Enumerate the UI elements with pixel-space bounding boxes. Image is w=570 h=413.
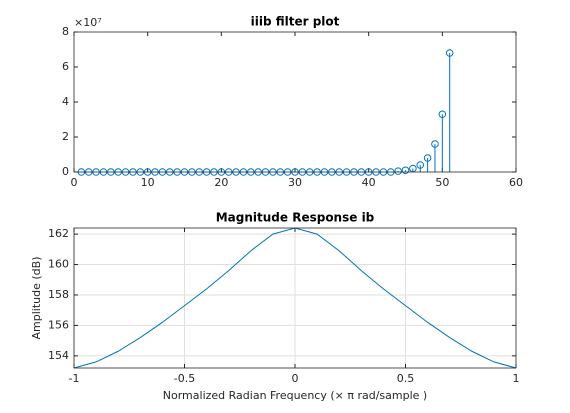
x-tick-label: 10 — [141, 176, 155, 189]
x-tick-label: 1 — [513, 372, 520, 385]
y-axis-label: Amplitude (dB) — [30, 257, 43, 340]
y-tick-label: 8 — [62, 25, 69, 38]
x-tick-label: -0.5 — [174, 372, 195, 385]
x-tick-label: -1 — [69, 372, 80, 385]
stem — [431, 140, 439, 172]
x-tick-label: 0 — [292, 372, 299, 385]
x-tick-label: 50 — [435, 176, 449, 189]
y-tick-label: 2 — [62, 130, 69, 143]
x-tick-label: 40 — [362, 176, 376, 189]
y-tick-label: 158 — [48, 288, 69, 301]
y-tick-label: 162 — [48, 227, 69, 240]
stem-marker — [416, 161, 425, 169]
x-tick-label: 30 — [288, 176, 302, 189]
y-tick-label: 6 — [62, 60, 69, 73]
y-tick-label: 4 — [62, 95, 69, 108]
y-tick-label: 154 — [48, 349, 69, 362]
x-tick-label: 20 — [214, 176, 228, 189]
stem-marker — [445, 49, 454, 57]
x-tick-label: 60 — [509, 176, 523, 189]
axes: 0 10 20 30 40 50 60 0 2 4 6 8 iiib filter plot ×10⁷ — [62, 15, 523, 190]
axes-box — [73, 31, 517, 173]
axes-box — [73, 227, 517, 369]
y-multiplier: ×10⁷ — [74, 16, 102, 29]
stem-marker — [423, 154, 432, 162]
x-tick-label: 0.5 — [397, 372, 415, 385]
axes: -1 -0.5 0 0.5 1 154 156 158 160 162 Magnitude Resp… — [30, 211, 520, 403]
stem — [438, 110, 447, 172]
y-tick-label: 156 — [48, 318, 69, 331]
stem-marker — [401, 166, 410, 175]
axes-title: Magnitude Response ib — [216, 211, 375, 225]
x-axis-label: Normalized Radian Frequency (× π rad/sam… — [163, 389, 427, 402]
y-tick-label: 160 — [48, 258, 69, 271]
stem — [416, 161, 425, 172]
stem-marker — [431, 140, 439, 148]
axes-title: iiib filter plot — [251, 15, 340, 29]
stem — [445, 49, 454, 172]
stem-marker — [438, 110, 447, 119]
stem — [423, 154, 432, 172]
x-tick-label: 0 — [71, 176, 78, 189]
stem-marker — [394, 167, 402, 175]
y-tick-label: 0 — [62, 165, 69, 178]
